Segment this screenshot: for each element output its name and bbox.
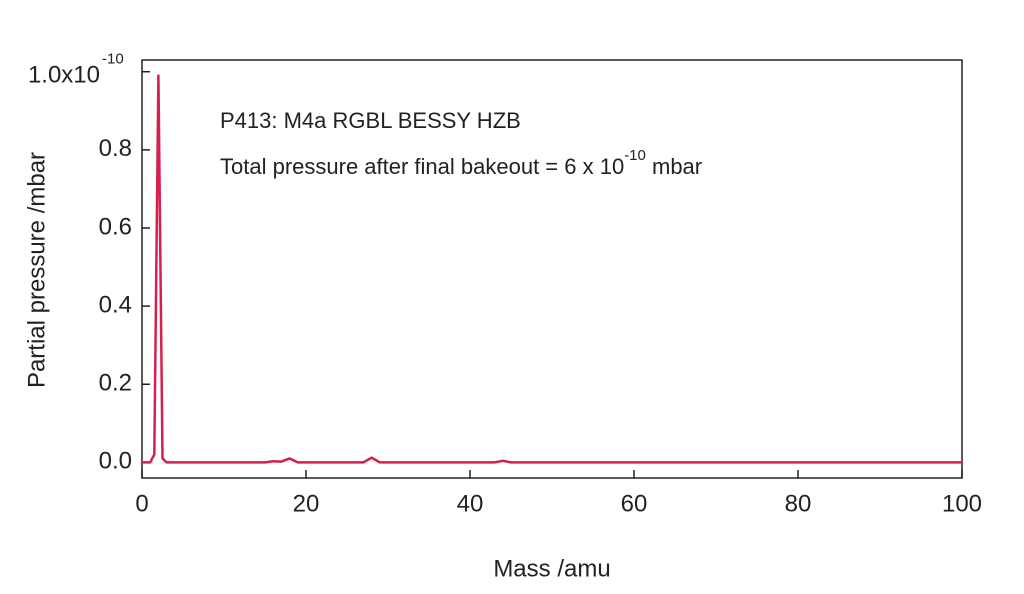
y-tick-label: 0.0 — [99, 448, 132, 475]
x-tick-label: 100 — [942, 490, 982, 517]
y-tick-label: 0.8 — [99, 135, 132, 162]
plot-frame — [141, 59, 963, 479]
x-tick-label: 40 — [457, 490, 484, 517]
y-tick-label-text: 1.0x10 — [28, 62, 100, 89]
y-tick-label: 0.4 — [99, 291, 132, 318]
annotation-superscript: -10 — [624, 147, 646, 164]
x-tick-label: 0 — [135, 490, 148, 517]
y-tick-label: 0.2 — [99, 370, 132, 397]
y-tick-label-superscript: -10 — [102, 51, 124, 68]
x-axis-label: Mass /amu — [493, 555, 610, 582]
x-tick-label: 60 — [621, 490, 648, 517]
annotation: P413: M4a RGBL BESSY HZB — [220, 108, 521, 133]
y-tick-label: 1.0x10 — [28, 62, 100, 89]
annotation: Total pressure after final bakeout = 6 x… — [220, 147, 702, 179]
y-axis-label: Partial pressure /mbar — [23, 152, 50, 388]
y-tick-label: 0.6 — [99, 213, 132, 240]
data-line — [142, 74, 962, 464]
annotation-text: Total pressure after final bakeout = 6 x… — [220, 154, 624, 179]
annotation-suffix: mbar — [646, 154, 702, 179]
x-tick-label: 80 — [785, 490, 812, 517]
x-tick-label: 20 — [293, 490, 320, 517]
